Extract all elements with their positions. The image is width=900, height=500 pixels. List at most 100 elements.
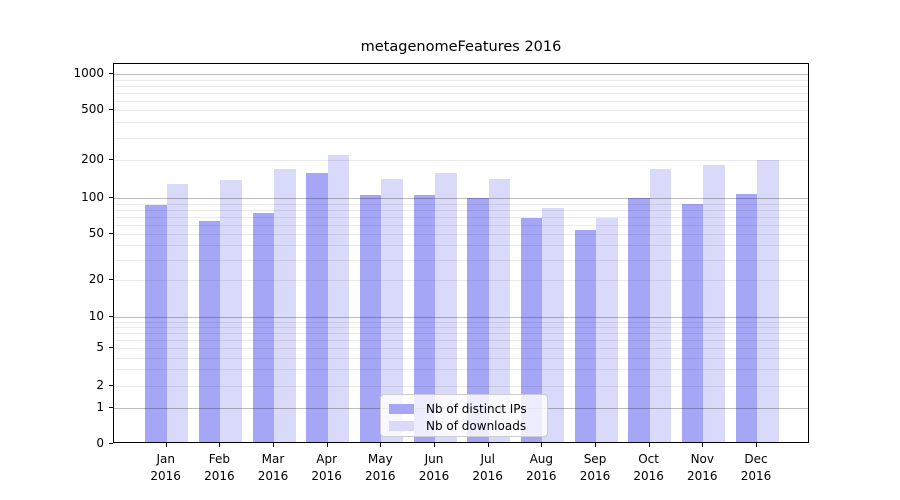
x-tick-mark <box>434 443 435 447</box>
bar-distinct-ips-oct <box>628 198 650 442</box>
bar-downloads-jul <box>488 179 511 442</box>
x-tick-mark <box>595 443 596 447</box>
y-tick-label-500: 500 <box>81 102 104 116</box>
x-tick-mark <box>380 443 382 447</box>
y-tick-mark <box>109 316 113 317</box>
gridline-8 <box>114 327 808 329</box>
gridline-9 <box>114 321 808 323</box>
y-tick-label-0: 0 <box>96 436 104 450</box>
gridline-80 <box>114 209 808 211</box>
x-tick-label-mar: Mar 2016 <box>257 452 289 483</box>
y-tick-mark <box>109 233 113 234</box>
x-tick-label-sep: Sep 2016 <box>579 452 611 483</box>
bar-distinct-ips-mar <box>252 213 274 442</box>
y-tick-mark <box>109 347 113 349</box>
bar-distinct-ips-dec <box>735 193 757 442</box>
y-tick-mark <box>109 159 113 160</box>
bar-downloads-jan <box>166 184 189 442</box>
bar-downloads-nov <box>703 165 725 442</box>
y-tick-label-2: 2 <box>96 378 104 392</box>
gridline-20 <box>114 280 808 282</box>
bar-downloads-dec <box>757 159 779 442</box>
y-tick-label-100: 100 <box>81 190 104 204</box>
y-tick-mark <box>109 109 113 110</box>
x-tick-label-dec: Dec 2016 <box>740 452 772 483</box>
gridline-900 <box>114 79 808 81</box>
bar-distinct-ips-apr <box>306 172 328 442</box>
gridline-1000 <box>114 74 808 76</box>
gridline-600 <box>114 100 808 102</box>
bar-downloads-mar <box>274 168 296 442</box>
bar-downloads-sep <box>596 217 618 442</box>
gridline-70 <box>114 216 808 218</box>
gridline-10 <box>114 317 808 318</box>
x-tick-mark <box>326 443 328 447</box>
legend-swatch-distinct-ips <box>389 403 414 414</box>
gridline-50 <box>114 234 808 235</box>
y-tick-label-1: 1 <box>96 399 104 414</box>
x-tick-label-aug: Aug 2016 <box>526 452 557 483</box>
y-tick-mark <box>109 406 113 408</box>
gridline-2 <box>114 386 808 387</box>
bar-downloads-apr <box>327 154 350 442</box>
x-tick-label-feb: Feb 2016 <box>204 452 235 483</box>
x-tick-label-may: May 2016 <box>365 452 396 483</box>
x-tick-label-oct: Oct 2016 <box>633 452 664 483</box>
x-tick-mark <box>756 443 757 447</box>
gridline-200 <box>114 160 808 161</box>
gridline-5 <box>114 348 808 350</box>
gridline-300 <box>114 137 808 139</box>
x-tick-label-jun: Jun 2016 <box>418 452 450 483</box>
x-tick-label-jul: Jul 2016 <box>472 452 503 483</box>
gridline-30 <box>114 259 808 261</box>
bar-distinct-ips-jul <box>467 197 489 442</box>
gridline-4 <box>114 357 808 359</box>
y-tick-label-1000: 1000 <box>73 66 104 81</box>
legend-label-downloads: Nb of downloads <box>426 418 527 433</box>
legend-swatch-downloads <box>389 420 414 431</box>
y-tick-mark <box>109 197 113 198</box>
bar-distinct-ips-may <box>359 195 382 442</box>
gridline-90 <box>114 203 808 205</box>
bar-distinct-ips-jun <box>413 195 435 442</box>
y-tick-mark <box>109 385 113 386</box>
x-tick-mark <box>541 443 543 447</box>
y-tick-label-20: 20 <box>88 272 104 287</box>
x-tick-mark <box>165 443 167 447</box>
x-tick-label-jan: Jan 2016 <box>150 452 181 483</box>
legend-row: Nb of distinct IPs <box>389 400 539 417</box>
y-tick-label-200: 200 <box>81 152 104 166</box>
bar-distinct-ips-aug <box>520 218 543 442</box>
gridline-7 <box>114 333 808 335</box>
x-tick-label-nov: Nov 2016 <box>687 452 718 483</box>
gridline-40 <box>114 245 808 247</box>
x-tick-mark <box>702 443 704 447</box>
x-tick-mark <box>487 443 489 447</box>
bar-downloads-jun <box>435 173 457 442</box>
plot-area: Nb of distinct IPs Nb of downloads <box>113 63 809 443</box>
chart-title: metagenomeFeatures 2016 <box>360 39 562 55</box>
x-tick-label-apr: Apr 2016 <box>311 452 342 483</box>
x-tick-mark <box>648 443 650 447</box>
x-tick-mark <box>219 443 221 447</box>
bar-distinct-ips-feb <box>198 220 221 442</box>
gridline-100 <box>114 198 808 199</box>
y-tick-mark <box>109 73 113 75</box>
bar-distinct-ips-sep <box>574 230 596 442</box>
y-tick-mark <box>109 443 113 444</box>
y-tick-mark <box>109 279 113 281</box>
x-tick-mark <box>273 443 274 447</box>
bar-downloads-aug <box>542 207 564 442</box>
gridline-3 <box>114 369 808 371</box>
y-tick-label-10: 10 <box>88 309 104 323</box>
gridline-6 <box>114 340 808 342</box>
bar-downloads-may <box>381 178 403 442</box>
y-tick-label-50: 50 <box>88 226 104 240</box>
y-tick-label-5: 5 <box>96 340 104 355</box>
legend-label-distinct-ips: Nb of distinct IPs <box>426 401 527 416</box>
gridline-400 <box>114 122 808 124</box>
bar-distinct-ips-jan <box>145 205 167 442</box>
legend: Nb of distinct IPs Nb of downloads <box>380 394 548 437</box>
gridline-500 <box>114 110 808 111</box>
